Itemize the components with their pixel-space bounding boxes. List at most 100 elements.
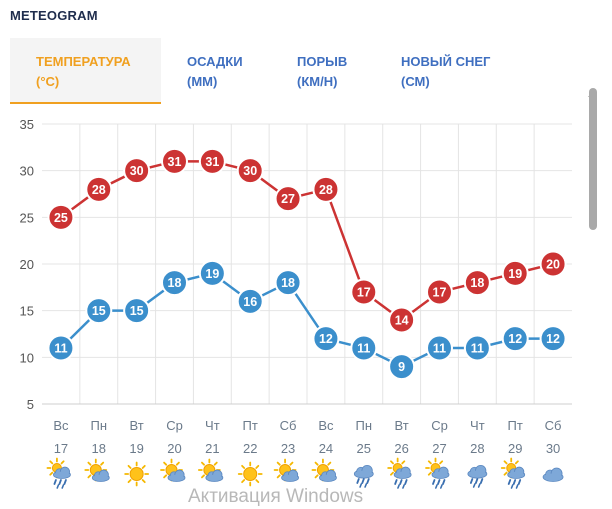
data-label: 31 (205, 155, 219, 169)
data-point-max: 31 (161, 147, 188, 175)
tab-temperature-label: ТЕМПЕРАТУРА (36, 54, 131, 69)
data-point-max: 30 (236, 157, 264, 185)
day-number-label: 26 (394, 441, 408, 456)
weekday-label: Пт (508, 418, 523, 433)
tab-bar: ТЕМПЕРАТУРА (°C) ОСАДКИ (ММ) ПОРЫВ (КМ/Н… (10, 38, 576, 104)
data-point-max: 18 (463, 269, 491, 297)
day-number-label: 19 (129, 441, 143, 456)
data-point-max: 25 (47, 203, 75, 231)
data-label: 19 (508, 267, 522, 281)
data-point-min: 12 (539, 325, 567, 353)
tab-new-snow[interactable]: НОВЫЙ СНЕГ (СМ) (401, 38, 521, 104)
data-point-min: 9 (388, 353, 416, 381)
tab-new-snow-unit: (СМ) (401, 74, 430, 89)
data-label: 27 (281, 192, 295, 206)
sun-cloud-rain-icon (46, 457, 71, 489)
weekday-label: Пт (243, 418, 258, 433)
data-marker (47, 334, 75, 362)
data-marker (161, 147, 188, 175)
data-marker (539, 250, 567, 278)
data-point-min: 15 (85, 297, 113, 325)
data-point-min: 11 (426, 334, 453, 362)
cloud-rain-icon (353, 464, 374, 488)
sun-icon (124, 461, 150, 487)
data-marker (388, 306, 416, 334)
tab-gust-label: ПОРЫВ (297, 54, 348, 69)
data-marker (350, 278, 378, 306)
data-label: 11 (357, 342, 370, 356)
data-point-min: 11 (47, 334, 75, 362)
data-label: 19 (205, 267, 219, 281)
data-marker (236, 287, 264, 315)
y-tick-label: 15 (20, 304, 34, 319)
cloud-icon (542, 467, 564, 482)
data-point-min: 16 (236, 287, 264, 315)
data-point-min: 11 (350, 334, 378, 362)
data-marker (539, 325, 567, 353)
sun-cloud-icon (273, 458, 299, 482)
tab-new-snow-label: НОВЫЙ СНЕГ (401, 54, 491, 69)
data-marker (161, 269, 188, 297)
weekday-label: Ср (431, 418, 448, 433)
data-marker (236, 157, 264, 185)
data-label: 28 (319, 183, 333, 197)
weekday-label: Сб (280, 418, 297, 433)
data-label: 12 (508, 332, 522, 346)
y-tick-label: 35 (20, 117, 34, 132)
data-point-max: 17 (426, 278, 453, 306)
data-point-max: 27 (274, 185, 302, 213)
data-label: 15 (130, 304, 144, 318)
y-tick-label: 10 (20, 350, 34, 365)
data-marker (85, 297, 113, 325)
data-label: 11 (54, 342, 67, 356)
tab-gust-unit: (КМ/Н) (297, 74, 338, 89)
tab-gust[interactable]: ПОРЫВ (КМ/Н) (297, 38, 387, 104)
data-label: 12 (546, 332, 560, 346)
data-marker (123, 157, 151, 185)
weekday-label: Сб (545, 418, 562, 433)
data-label: 9 (398, 360, 405, 374)
data-label: 17 (357, 286, 371, 300)
data-label: 18 (281, 276, 295, 290)
weekday-label: Чт (205, 418, 220, 433)
data-marker (501, 325, 529, 353)
data-marker (312, 175, 340, 203)
data-marker (426, 278, 453, 306)
data-point-max: 20 (539, 250, 567, 278)
day-number-label: 29 (508, 441, 522, 456)
weekday-label: Ср (166, 418, 183, 433)
data-label: 12 (319, 332, 333, 346)
day-number-label: 25 (357, 441, 371, 456)
sun-cloud-rain-icon (500, 457, 526, 489)
sun-cloud-rain-icon (387, 457, 412, 489)
cloud-rain-icon (467, 464, 488, 488)
data-label: 11 (471, 342, 484, 356)
data-marker (47, 203, 75, 231)
day-number-label: 23 (281, 441, 295, 456)
weekday-label: Чт (470, 418, 485, 433)
day-number-label: 30 (546, 441, 560, 456)
data-marker (274, 269, 302, 297)
data-point-min: 15 (123, 297, 151, 325)
data-point-min: 18 (161, 269, 188, 297)
data-point-max: 31 (198, 147, 226, 175)
data-marker (274, 185, 302, 213)
data-label: 20 (546, 258, 560, 272)
data-point-min: 18 (274, 269, 302, 297)
data-label: 14 (395, 314, 409, 328)
sun-cloud-icon (197, 458, 224, 482)
data-label: 15 (92, 304, 106, 318)
data-point-min: 12 (501, 325, 529, 353)
tab-precipitation-unit: (ММ) (187, 74, 218, 89)
data-label: 31 (168, 155, 182, 169)
tab-precipitation[interactable]: ОСАДКИ (ММ) (187, 38, 287, 104)
sun-cloud-rain-icon (425, 457, 450, 489)
day-number-label: 17 (54, 441, 68, 456)
weekday-label: Вт (395, 418, 409, 433)
scrollbar-thumb[interactable] (589, 88, 597, 230)
data-label: 11 (433, 342, 446, 356)
data-marker (312, 325, 340, 353)
tab-temperature[interactable]: ТЕМПЕРАТУРА (°C) (10, 38, 161, 104)
data-label: 18 (168, 276, 182, 290)
